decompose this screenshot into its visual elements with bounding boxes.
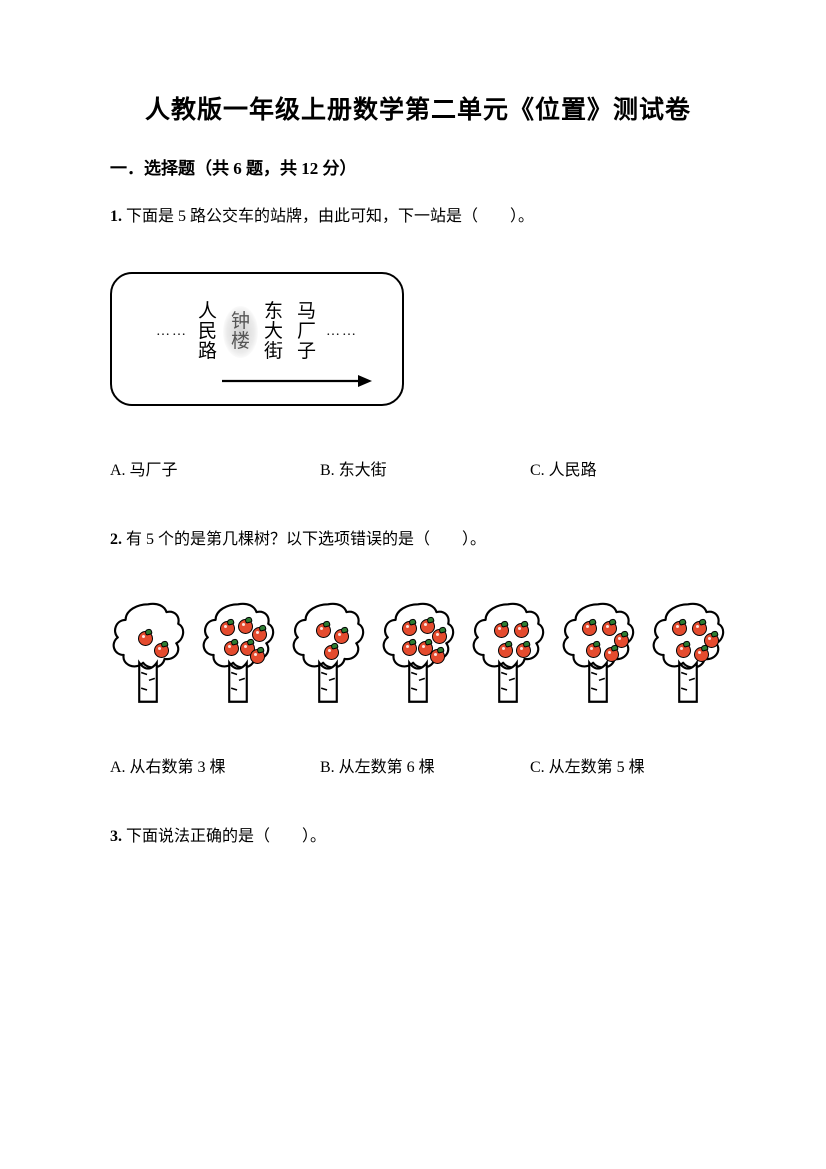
fruit-icon <box>220 621 235 636</box>
fruit-icon <box>604 647 619 662</box>
q1-choice-a[interactable]: A. 马厂子 <box>110 456 320 480</box>
fruit-icon <box>516 643 531 658</box>
q1-choices: A. 马厂子 B. 东大街 C. 人民路 <box>110 456 726 480</box>
tree-2 <box>200 599 276 709</box>
question-3: 3. 下面说法正确的是（ ）。 <box>110 823 726 852</box>
q2-choice-b[interactable]: B. 从左数第 6 棵 <box>320 753 530 777</box>
fruit-icon <box>692 621 707 636</box>
tree-4 <box>380 599 456 709</box>
q1-text: 下面是 5 路公交车的站牌，由此可知，下一站是（ ）。 <box>126 208 534 225</box>
fruit-icon <box>582 621 597 636</box>
q2-text: 有 5 个的是第几棵树？以下选项错误的是（ ）。 <box>126 531 486 548</box>
dots-right: …… <box>326 324 358 340</box>
tree-3-fruits <box>290 609 366 671</box>
q2-choice-c[interactable]: C. 从左数第 5 棵 <box>530 753 726 777</box>
fruit-icon <box>432 629 447 644</box>
stop-0: 人民路 <box>194 300 221 364</box>
tree-7-fruits <box>650 609 726 671</box>
fruit-icon <box>250 649 265 664</box>
fruit-icon <box>138 631 153 646</box>
fruit-icon <box>402 621 417 636</box>
q2-choice-a[interactable]: A. 从右数第 3 棵 <box>110 753 320 777</box>
fruit-icon <box>238 619 253 634</box>
q2-choices: A. 从右数第 3 棵 B. 从左数第 6 棵 C. 从左数第 5 棵 <box>110 753 726 777</box>
tree-5-fruits <box>470 609 546 671</box>
direction-arrow-icon <box>222 374 372 388</box>
fruit-icon <box>154 643 169 658</box>
tree-7 <box>650 599 726 709</box>
section-prefix: 一．选择题 <box>110 159 195 178</box>
fruit-icon <box>224 641 239 656</box>
fruit-icon <box>430 649 445 664</box>
fruit-icon <box>602 621 617 636</box>
fruit-icon <box>676 643 691 658</box>
fruit-icon <box>316 623 331 638</box>
section-heading: 一．选择题（共 6 题，共 12 分） <box>110 154 726 179</box>
bus-sign-figure: …… 人民路 钟楼 东大街 马厂子 …… <box>110 272 726 406</box>
q1-number: 1. <box>110 208 122 225</box>
tree-1-fruits <box>110 609 186 671</box>
fruit-icon <box>498 643 513 658</box>
bus-sign-box: …… 人民路 钟楼 东大街 马厂子 …… <box>110 272 404 406</box>
fruit-icon <box>402 641 417 656</box>
tree-2-fruits <box>200 609 276 671</box>
tree-row-figure <box>110 599 726 709</box>
tree-3 <box>290 599 366 709</box>
q2-number: 2. <box>110 531 122 548</box>
fruit-icon <box>672 621 687 636</box>
bus-stops-row: …… 人民路 钟楼 东大街 马厂子 …… <box>156 300 358 364</box>
tree-6 <box>560 599 636 709</box>
tree-4-fruits <box>380 609 456 671</box>
q1-choice-b[interactable]: B. 东大街 <box>320 456 530 480</box>
fruit-icon <box>494 623 509 638</box>
q1-choice-c[interactable]: C. 人民路 <box>530 456 726 480</box>
fruit-icon <box>252 627 267 642</box>
fruit-icon <box>514 623 529 638</box>
dots-left: …… <box>156 324 188 340</box>
fruit-icon <box>694 647 709 662</box>
tree-6-fruits <box>560 609 636 671</box>
stop-2: 东大街 <box>260 300 287 364</box>
tree-5 <box>470 599 546 709</box>
tree-1 <box>110 599 186 709</box>
page-title: 人教版一年级上册数学第二单元《位置》测试卷 <box>110 90 726 126</box>
question-2: 2. 有 5 个的是第几棵树？以下选项错误的是（ ）。 <box>110 526 726 555</box>
fruit-icon <box>334 629 349 644</box>
stop-1-current: 钟楼 <box>227 310 254 354</box>
question-1: 1. 下面是 5 路公交车的站牌，由此可知，下一站是（ ）。 <box>110 203 726 232</box>
section-meta: （共 6 题，共 12 分） <box>195 159 357 178</box>
q3-text: 下面说法正确的是（ ）。 <box>126 828 326 845</box>
stop-3: 马厂子 <box>293 300 320 364</box>
fruit-icon <box>324 645 339 660</box>
fruit-icon <box>586 643 601 658</box>
q3-number: 3. <box>110 828 122 845</box>
